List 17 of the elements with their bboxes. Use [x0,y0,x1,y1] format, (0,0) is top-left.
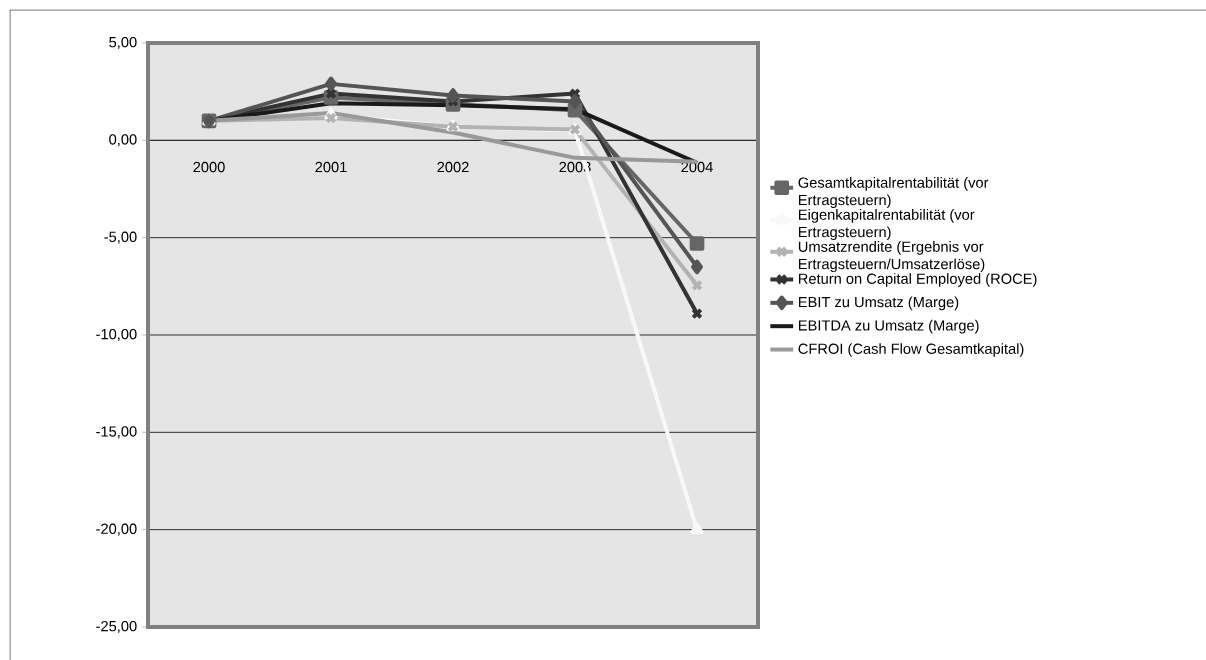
legend-label: Gesamtkapitalrentabilität (vor Ertragsteuern) [798,177,989,209]
legend-label: EBIT zu Umsatz (Marge) [799,296,959,311]
y-tick-label: 0,00 [109,134,137,147]
legend-label: Umsatzrendite (Ergebnis vor Ertragsteuern/Umsatzerlöse) [798,241,985,273]
x-tick-label: 2002 [437,161,469,173]
legend-label: CFROI (Cash Flow Gesamtkapital) [798,343,1024,357]
y-tick-label: -25,00 [96,620,137,634]
y-tick-label: -10,00 [96,328,137,342]
legend-label: Return on Capital Employed (ROCE) [799,273,1037,287]
x-tick-label: 2001 [315,161,347,173]
y-tick-label: -20,00 [96,523,137,536]
y-tick-label: 5,00 [109,36,137,50]
legend-label: EBITDA zu Umsatz (Marge) [799,319,979,334]
legend-label: Eigenkapitalrentabilität (vor Ertragsteuern) [799,209,975,241]
x-tick-label: 2000 [193,161,225,173]
y-tick-label: -5,00 [104,231,137,244]
y-tick-label: -15,00 [96,426,137,439]
